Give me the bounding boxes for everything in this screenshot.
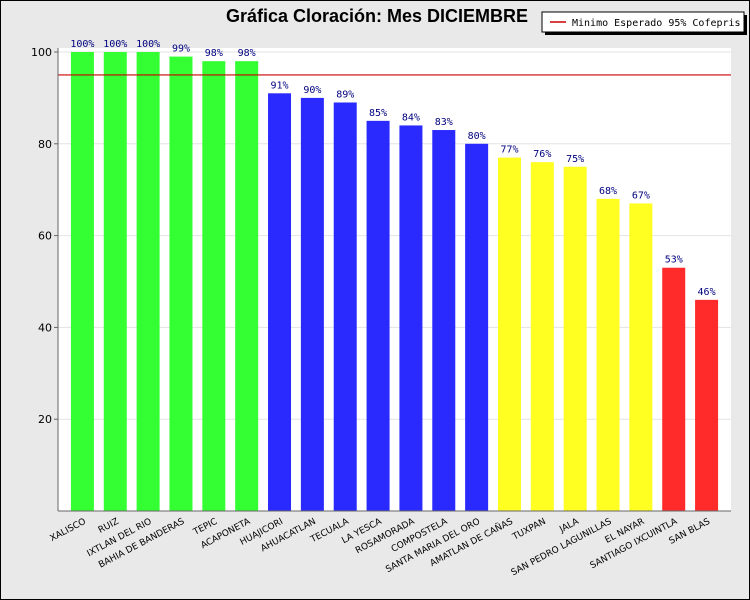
bar: [300, 97, 324, 512]
bar: [103, 52, 127, 511]
data-label: 90%: [303, 85, 321, 96]
y-tick-label: 60: [38, 230, 52, 243]
y-tick-label: 20: [38, 413, 52, 426]
data-label: 89%: [336, 89, 354, 100]
x-tick-label: XALISCO: [49, 517, 88, 544]
bar: [235, 61, 259, 512]
bar: [70, 52, 94, 511]
data-label: 67%: [632, 190, 650, 201]
bar: [629, 203, 653, 511]
y-tick-label: 80: [38, 138, 52, 151]
data-label: 53%: [665, 255, 683, 266]
bar: [169, 56, 193, 512]
bar: [136, 52, 160, 511]
data-label: 100%: [70, 39, 94, 50]
bar: [596, 198, 620, 511]
bar: [497, 157, 521, 511]
bar: [399, 125, 423, 511]
bar: [695, 299, 719, 511]
bar: [333, 102, 357, 512]
bar: [432, 130, 456, 511]
data-label: 83%: [435, 117, 453, 128]
y-tick-label: 40: [38, 321, 52, 334]
data-labels: 100% 100% 100% 99% 98% 98% 91% 90% 89% 85% 84% 83% 8…: [70, 39, 715, 298]
bar: [366, 120, 390, 511]
data-label: 76%: [533, 149, 551, 160]
data-label: 100%: [136, 39, 160, 50]
y-axis: 20 40 60 80 100: [31, 46, 59, 511]
bar: [662, 267, 686, 511]
data-label: 100%: [103, 39, 127, 50]
data-label: 91%: [270, 80, 288, 91]
legend: Minimo Esperado 95% Cofepris: [541, 11, 747, 35]
y-tick-label: 100: [31, 46, 52, 59]
bar: [530, 162, 554, 511]
chart-title: Gráfica Cloración: Mes DICIEMBRE: [226, 6, 528, 26]
data-label: 68%: [599, 186, 617, 197]
bar: [202, 61, 226, 512]
data-label: 99%: [172, 44, 190, 55]
bar: [563, 166, 587, 511]
data-label: 46%: [698, 287, 716, 298]
data-label: 80%: [468, 131, 486, 142]
x-tick-label: TUXPAN: [510, 517, 547, 543]
data-label: 75%: [566, 154, 584, 165]
data-label: 84%: [402, 112, 420, 123]
legend-box: [541, 11, 745, 33]
data-label: 98%: [238, 48, 256, 59]
bars: [70, 52, 719, 512]
data-label: 98%: [205, 48, 223, 59]
legend-entry: Minimo Esperado 95% Cofepris: [572, 18, 741, 29]
bar: [465, 143, 489, 512]
data-label: 85%: [369, 108, 387, 119]
data-label: 77%: [500, 145, 518, 156]
bar: [268, 93, 292, 511]
